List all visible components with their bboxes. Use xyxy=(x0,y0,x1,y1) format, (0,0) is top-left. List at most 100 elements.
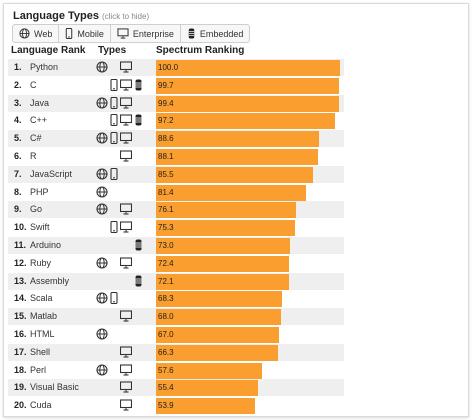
table-row[interactable]: 7. JavaScript 85.5 xyxy=(8,165,344,183)
monitor-icon xyxy=(120,364,132,376)
table-row[interactable]: 4. C++ 97.2 xyxy=(8,112,344,130)
language-name: Visual Basic xyxy=(30,382,79,393)
table-row[interactable]: 14. Scala 68.3 xyxy=(8,290,344,308)
type-icons xyxy=(96,186,156,199)
table-row[interactable]: 13. Assembly 72.1 xyxy=(8,272,344,290)
globe-icon xyxy=(96,203,108,215)
spectrum-bar xyxy=(156,60,340,76)
spectrum-score: 73.0 xyxy=(158,241,174,250)
rank-number: 14. xyxy=(14,293,27,304)
rank-number: 20. xyxy=(14,400,27,411)
monitor-icon xyxy=(120,257,132,269)
table-row[interactable]: 20. Cuda 53.9 xyxy=(8,397,344,415)
table-row[interactable]: 5. C# 88.6 xyxy=(8,130,344,148)
rank-number: 7. xyxy=(14,168,22,179)
table-row[interactable]: 8. PHP 81.4 xyxy=(8,184,344,201)
language-name: Assembly xyxy=(30,275,70,286)
spectrum-bar xyxy=(156,131,320,148)
type-icons xyxy=(96,221,156,234)
phone-icon xyxy=(110,78,118,91)
type-icons xyxy=(96,167,156,181)
language-types-title[interactable]: Language Types (click to hide) xyxy=(13,10,149,22)
type-icons xyxy=(96,346,156,359)
chip-icon xyxy=(135,239,142,251)
globe-icon xyxy=(96,257,108,269)
rank-number: 15. xyxy=(14,311,27,322)
monitor-icon xyxy=(120,310,132,322)
filter-enterprise-label: Enterprise xyxy=(132,28,174,39)
spectrum-bar xyxy=(156,255,290,272)
table-row[interactable]: 3. Java 99.4 xyxy=(8,94,344,112)
phone-icon xyxy=(110,132,118,145)
globe-icon xyxy=(96,61,108,73)
rank-number: 9. xyxy=(14,204,22,215)
table-row[interactable]: 6. R 88.1 xyxy=(8,148,344,165)
type-icons xyxy=(96,132,156,145)
spectrum-score: 97.2 xyxy=(158,116,174,126)
filter-web-button[interactable]: Web xyxy=(13,25,60,42)
type-filter-bar: Web Mobile Enterprise Embedded xyxy=(12,24,251,43)
rank-number: 12. xyxy=(14,257,27,268)
filter-embedded-button[interactable]: Embedded xyxy=(181,25,250,42)
table-row[interactable]: 19. Visual Basic 55.4 xyxy=(8,379,344,397)
column-header-types[interactable]: Types xyxy=(98,45,127,56)
type-icons xyxy=(96,114,156,127)
table-row[interactable]: 2. C 99.7 xyxy=(8,77,344,94)
chip-icon xyxy=(135,114,142,126)
column-header-rank[interactable]: Language Rank xyxy=(11,45,86,56)
spectrum-bar xyxy=(156,291,282,308)
globe-icon xyxy=(19,28,30,39)
language-name: R xyxy=(30,151,37,161)
spectrum-bar xyxy=(156,149,319,165)
language-name: Swift xyxy=(30,222,50,233)
table-row[interactable]: 18. Perl 57.6 xyxy=(8,362,344,379)
type-icons xyxy=(96,239,156,252)
spectrum-bar xyxy=(156,380,258,397)
monitor-icon xyxy=(120,79,132,91)
spectrum-bar xyxy=(156,238,291,254)
phone-icon xyxy=(110,167,118,180)
language-name: Matlab xyxy=(30,311,58,322)
rank-number: 8. xyxy=(14,186,22,197)
rank-number: 10. xyxy=(14,222,27,233)
filter-enterprise-button[interactable]: Enterprise xyxy=(111,25,181,42)
spectrum-score: 55.4 xyxy=(158,383,174,393)
type-icons xyxy=(96,381,156,394)
table-row[interactable]: 12. Ruby 72.4 xyxy=(8,255,344,272)
language-name: Ruby xyxy=(30,257,52,268)
phone-icon xyxy=(65,28,73,39)
spectrum-score: 88.1 xyxy=(158,152,174,161)
type-icons xyxy=(96,203,156,216)
type-icons xyxy=(96,61,156,74)
language-name: Go xyxy=(30,204,43,215)
spectrum-bar xyxy=(156,95,339,112)
rank-number: 5. xyxy=(14,133,22,144)
table-row[interactable]: 17. Shell 66.3 xyxy=(8,343,344,361)
language-name: Scala xyxy=(30,293,53,304)
spectrum-bar xyxy=(156,273,289,290)
table-row[interactable]: 15. Matlab 68.0 xyxy=(8,308,344,326)
rank-number: 3. xyxy=(14,97,22,108)
spectrum-score: 67.0 xyxy=(158,330,174,339)
globe-icon xyxy=(96,132,108,144)
spectrum-bar xyxy=(156,362,262,379)
table-row[interactable]: 16. HTML 67.0 xyxy=(8,326,344,343)
spectrum-score: 53.9 xyxy=(158,401,174,411)
spectrum-score: 85.5 xyxy=(158,169,174,179)
globe-icon xyxy=(96,168,108,180)
spectrum-score: 75.3 xyxy=(158,223,174,233)
spectrum-bar xyxy=(156,344,278,361)
language-name: Python xyxy=(30,62,59,72)
table-row[interactable]: 9. Go 76.1 xyxy=(8,201,344,219)
rank-number: 2. xyxy=(14,79,22,90)
filter-mobile-button[interactable]: Mobile xyxy=(59,25,111,42)
table-row[interactable]: 10. Swift 75.3 xyxy=(8,219,344,237)
spectrum-score: 72.4 xyxy=(158,258,174,268)
column-header-spectrum[interactable]: Spectrum Ranking xyxy=(156,45,245,56)
table-row[interactable]: 1. Python 100.0 xyxy=(8,59,344,76)
type-icons xyxy=(96,310,156,323)
globe-icon xyxy=(96,292,108,304)
spectrum-bar xyxy=(156,184,306,201)
monitor-icon xyxy=(120,399,132,411)
table-row[interactable]: 11. Arduino 73.0 xyxy=(8,237,344,254)
